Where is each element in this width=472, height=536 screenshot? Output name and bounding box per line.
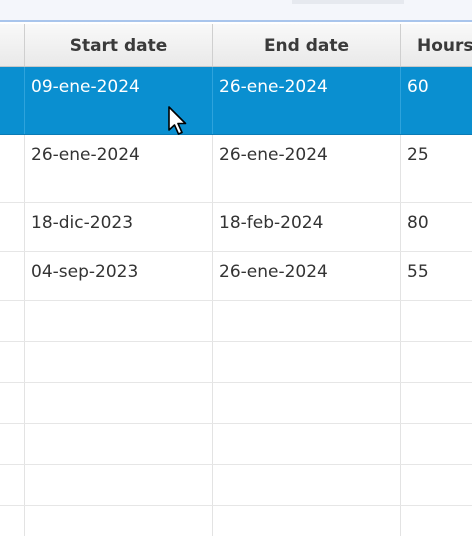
table-row[interactable]: 26-ene-2024 26-ene-2024 25 [0, 135, 472, 203]
row-marker-cell[interactable] [0, 424, 25, 464]
column-header-end-date[interactable]: End date [213, 24, 401, 66]
start-date-cell[interactable] [25, 383, 213, 423]
start-date-cell[interactable]: 04-sep-2023 [25, 252, 213, 300]
end-date-cell[interactable]: 18-feb-2024 [213, 203, 401, 251]
table-row[interactable]: 18-dic-2023 18-feb-2024 80 [0, 203, 472, 252]
start-date-cell[interactable] [25, 301, 213, 341]
start-date-cell[interactable] [25, 342, 213, 382]
column-header-row-marker[interactable] [0, 24, 25, 66]
start-date-cell[interactable] [25, 465, 213, 505]
row-marker-cell[interactable] [0, 506, 25, 536]
end-date-cell[interactable]: 26-ene-2024 [213, 252, 401, 300]
data-table: Start date End date Hours 09-ene-2024 26… [0, 24, 472, 536]
hours-cell[interactable] [401, 383, 472, 423]
end-date-cell[interactable] [213, 465, 401, 505]
end-date-cell[interactable] [213, 342, 401, 382]
table-row[interactable]: 04-sep-2023 26-ene-2024 55 [0, 252, 472, 301]
table-row[interactable] [0, 465, 472, 506]
start-date-cell[interactable]: 26-ene-2024 [25, 135, 213, 202]
row-marker-cell[interactable] [0, 301, 25, 341]
start-date-cell[interactable] [25, 506, 213, 536]
row-marker-cell[interactable] [0, 252, 25, 300]
end-date-cell[interactable]: 26-ene-2024 [213, 67, 401, 134]
hours-cell[interactable] [401, 506, 472, 536]
top-toolbar-strip [0, 0, 472, 22]
table-row[interactable] [0, 342, 472, 383]
table-row[interactable] [0, 383, 472, 424]
column-header-hours[interactable]: Hours [417, 36, 472, 56]
toolbar-tab-hint [292, 0, 404, 4]
table-row[interactable] [0, 301, 472, 342]
table-row[interactable]: 09-ene-2024 26-ene-2024 60 [0, 67, 472, 135]
end-date-cell[interactable] [213, 301, 401, 341]
table-header: Start date End date Hours [0, 24, 472, 67]
end-date-cell[interactable] [213, 424, 401, 464]
end-date-cell[interactable] [213, 506, 401, 536]
end-date-cell[interactable] [213, 383, 401, 423]
hours-cell[interactable] [401, 424, 472, 464]
hours-cell[interactable]: 80 [407, 213, 429, 233]
hours-cell[interactable]: 55 [407, 262, 429, 282]
column-header-start-date[interactable]: Start date [25, 24, 213, 66]
hours-cell[interactable]: 60 [407, 77, 429, 97]
table-row[interactable] [0, 506, 472, 536]
row-marker-cell[interactable] [0, 465, 25, 505]
hours-cell[interactable] [401, 465, 472, 505]
row-marker-cell[interactable] [0, 67, 25, 134]
start-date-cell[interactable]: 18-dic-2023 [25, 203, 213, 251]
hours-cell[interactable]: 25 [407, 145, 429, 165]
row-marker-cell[interactable] [0, 135, 25, 202]
table-row[interactable] [0, 424, 472, 465]
hours-cell[interactable] [401, 342, 472, 382]
start-date-cell[interactable] [25, 424, 213, 464]
row-marker-cell[interactable] [0, 203, 25, 251]
row-marker-cell[interactable] [0, 383, 25, 423]
end-date-cell[interactable]: 26-ene-2024 [213, 135, 401, 202]
table-body: 09-ene-2024 26-ene-2024 60 26-ene-2024 2… [0, 67, 472, 536]
row-marker-cell[interactable] [0, 342, 25, 382]
start-date-cell[interactable]: 09-ene-2024 [25, 67, 213, 134]
hours-cell[interactable] [401, 301, 472, 341]
